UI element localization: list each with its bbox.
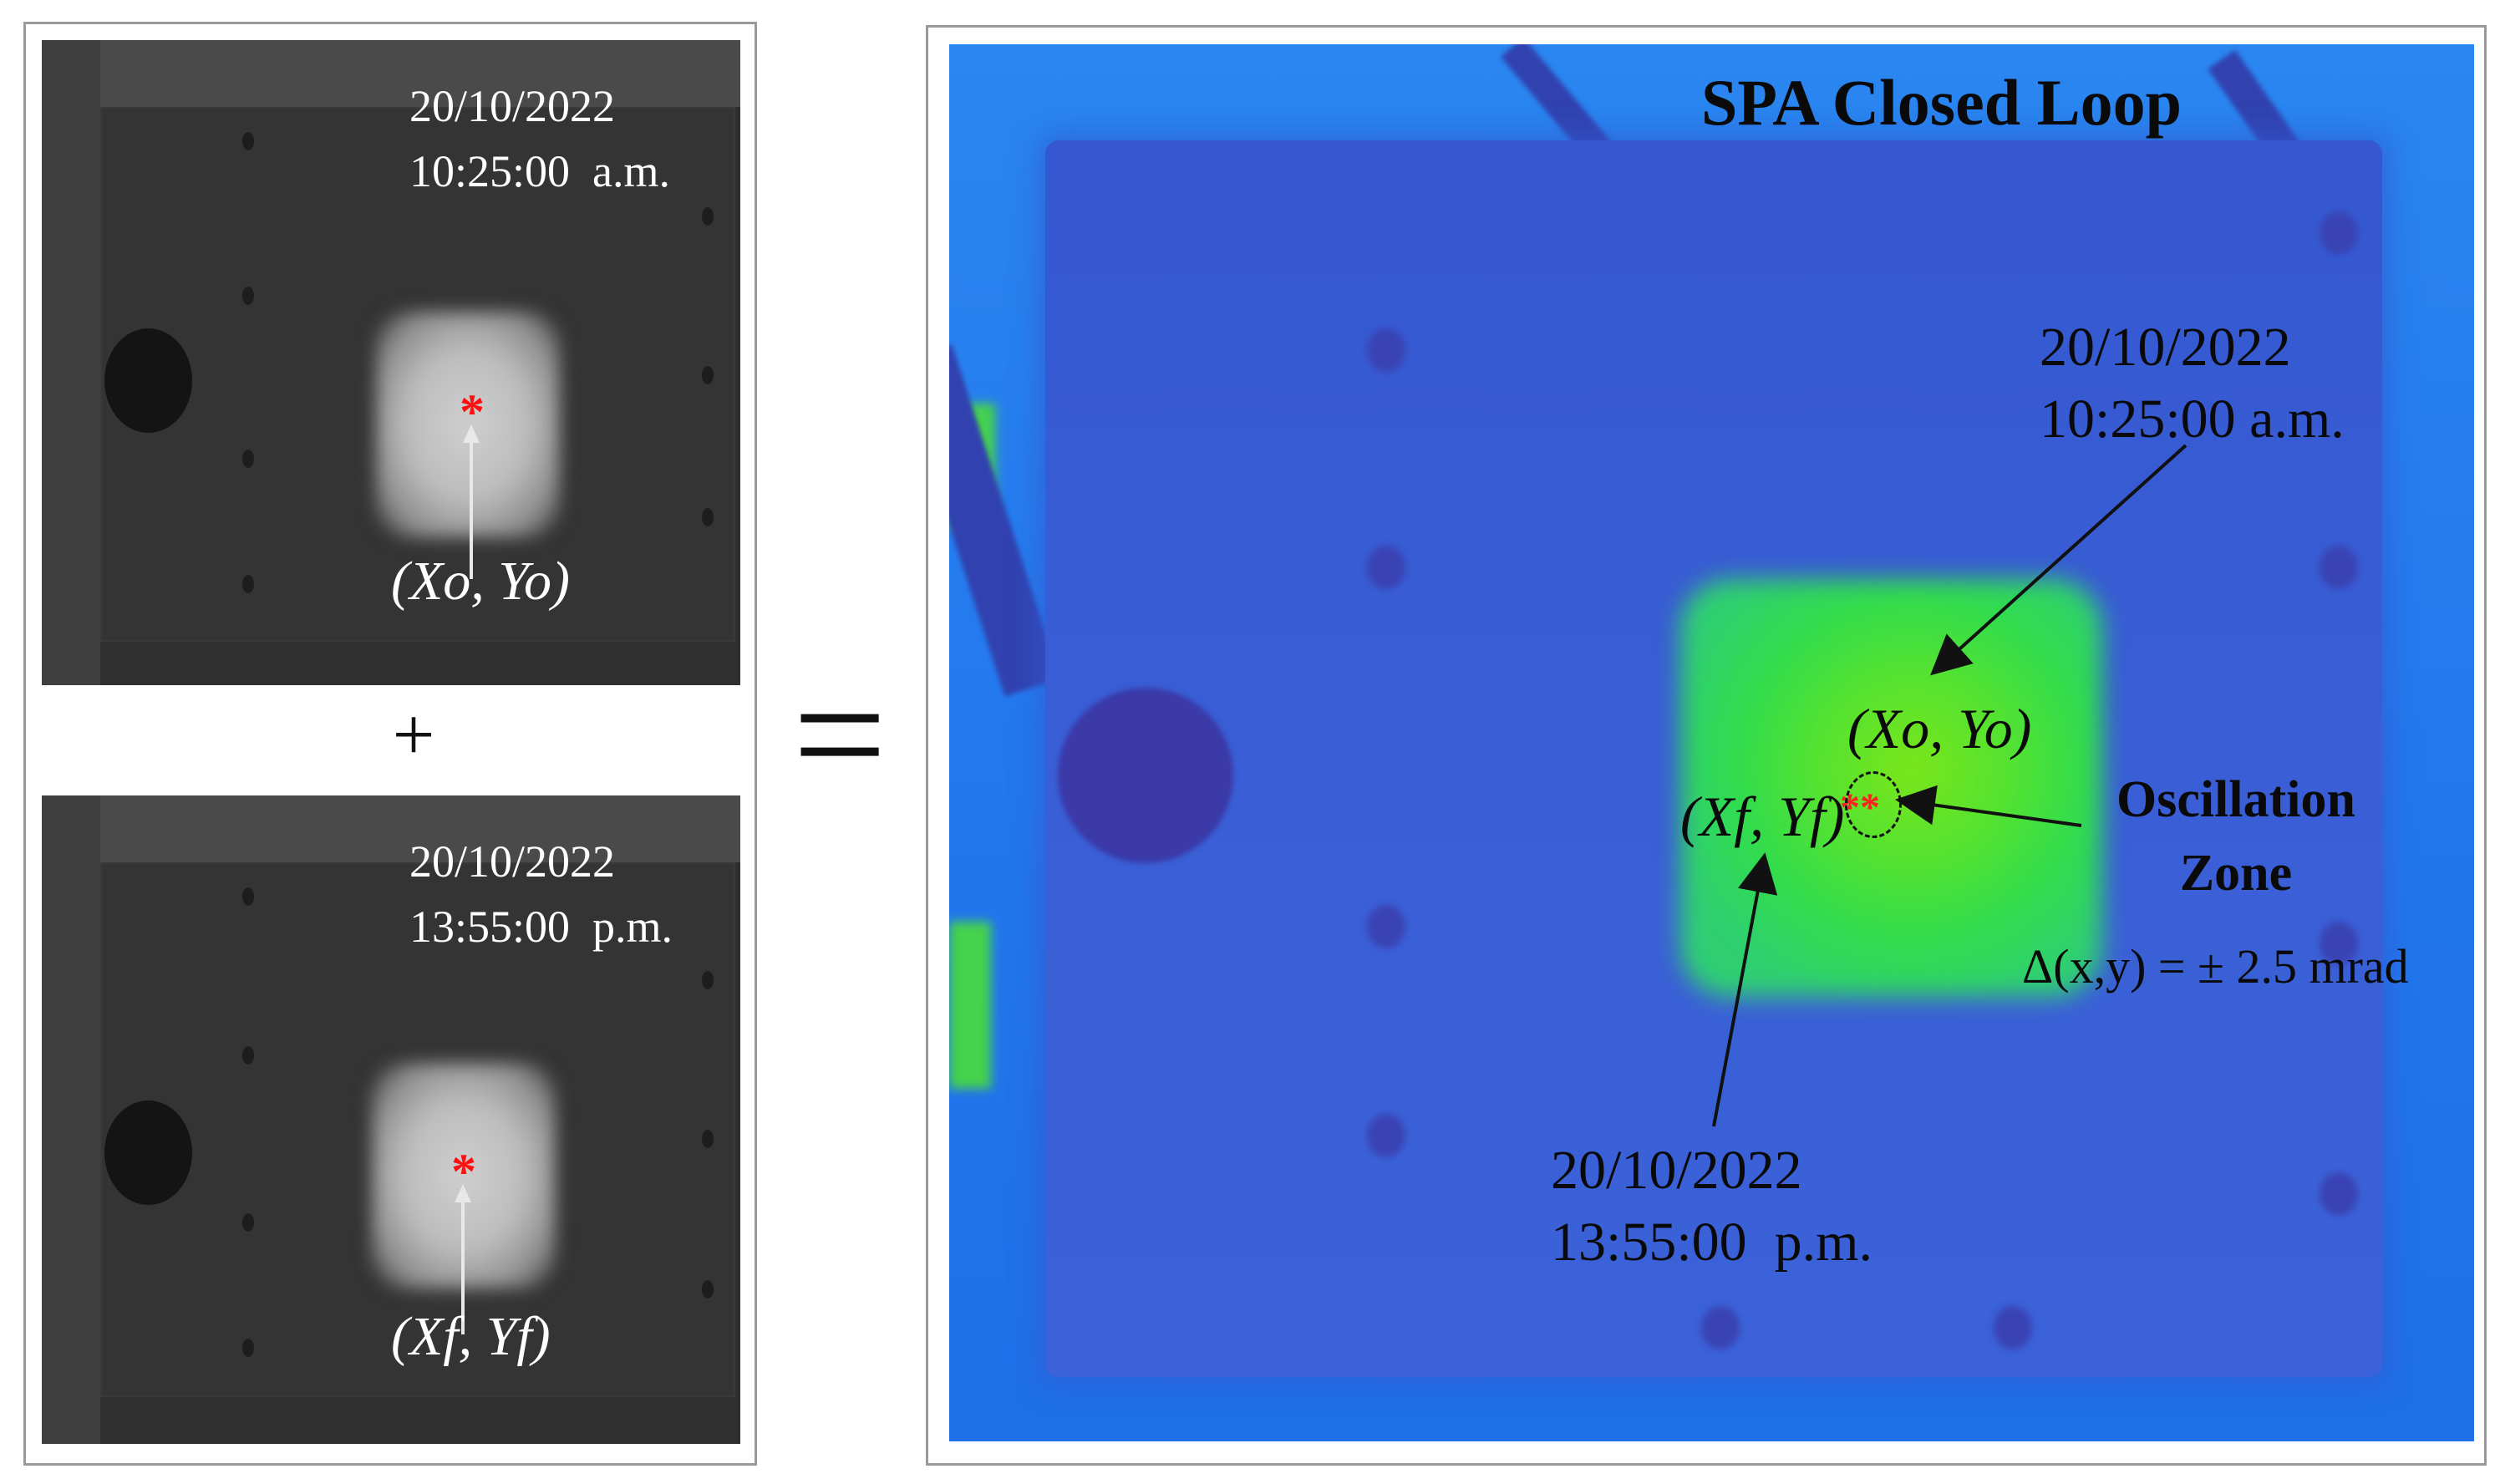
plate-hole — [104, 328, 192, 433]
plate-bolt — [1701, 1306, 1740, 1349]
centroid-label-start: (Xo, Yo) — [1847, 697, 2032, 760]
time-text: 13:55:00 p.m. — [1551, 1212, 1873, 1273]
plate-bolt — [242, 575, 254, 593]
plate-bolt — [1367, 905, 1405, 948]
arrow-to-end — [1712, 852, 1778, 1127]
zone-line-1: Oscillation — [2116, 771, 2355, 828]
date-text: 20/10/2022 — [409, 81, 616, 131]
plate-bolt — [1367, 1114, 1405, 1157]
plate-bolt — [242, 450, 254, 468]
plate-hole — [104, 1100, 192, 1205]
time-text: 13:55:00 p.m. — [409, 902, 673, 952]
plate-bolt — [702, 508, 714, 526]
plate-bolt — [2320, 211, 2358, 255]
plate-bolt — [242, 1213, 254, 1232]
thermal-composite-image: SPA Closed Loop 20/10/2022 10:25:00 a.m.… — [949, 44, 2474, 1441]
plate-bolt — [702, 366, 714, 384]
arrow-head — [455, 1184, 471, 1202]
zone-line-2: Zone — [2179, 845, 2293, 902]
centroid-label-start: (Xo, Yo) — [391, 551, 570, 612]
camera-image-start: 20/10/2022 10:25:00 a.m. * (Xo, Yo) — [42, 40, 740, 685]
image-border-left — [42, 40, 100, 685]
date-text: 20/10/2022 — [1551, 1140, 1802, 1201]
image-border-top — [42, 795, 740, 862]
annotation-arrows — [1712, 444, 2187, 1127]
plate-bolt — [2320, 922, 2358, 965]
timestamp-end: 20/10/2022 13:55:00 p.m. — [409, 829, 673, 959]
plate-bolt — [702, 1130, 714, 1148]
equals-operator: = — [792, 643, 887, 827]
centroid-label-end: (Xf, Yf) — [1680, 785, 1845, 848]
image-border-top — [42, 40, 740, 107]
plus-operator: + — [392, 694, 435, 776]
plate-bolt — [1367, 328, 1405, 372]
plate-bolt — [2320, 1172, 2358, 1216]
plate-hole — [1058, 688, 1233, 863]
plate-bolt — [242, 132, 254, 150]
date-text: 20/10/2022 — [409, 836, 616, 887]
time-text: 10:25:00 a.m. — [409, 146, 670, 196]
timestamp-start: 20/10/2022 10:25:00 a.m. — [2040, 312, 2345, 455]
arrow-line — [470, 441, 473, 579]
plate-bolt — [702, 971, 714, 989]
image-border-left — [42, 795, 100, 1444]
camera-image-end: 20/10/2022 13:55:00 p.m. * (Xf, Yf) — [42, 795, 740, 1444]
arrow-to-zone — [1895, 785, 2082, 827]
figure-title: SPA Closed Loop — [1701, 66, 2182, 139]
plate-bolt — [1994, 1306, 2032, 1349]
plate-bolt — [242, 287, 254, 305]
arrow-line — [461, 1201, 465, 1334]
plate-bolt — [242, 1339, 254, 1357]
oscillation-delta: Δ(x,y) = ± 2.5 mrad — [2022, 939, 2409, 994]
plate-bolt — [702, 207, 714, 226]
timestamp-start: 20/10/2022 10:25:00 a.m. — [409, 74, 670, 204]
plate-bolt — [242, 887, 254, 906]
timestamp-end: 20/10/2022 13:55:00 p.m. — [1551, 1135, 1872, 1278]
arrow-to-start — [1930, 444, 2187, 676]
edge-highlight — [949, 922, 991, 1089]
date-text: 20/10/2022 — [2040, 317, 2291, 378]
arrow-head — [463, 424, 480, 443]
oscillation-zone-label: Oscillation Zone — [2086, 763, 2386, 910]
time-text: 10:25:00 a.m. — [2040, 389, 2345, 450]
plate-bolt — [2320, 546, 2358, 589]
plate-bolt — [1367, 546, 1405, 589]
plate-bolt — [702, 1280, 714, 1298]
plate-bolt — [242, 1046, 254, 1065]
centroid-label-end: (Xf, Yf) — [391, 1306, 551, 1367]
